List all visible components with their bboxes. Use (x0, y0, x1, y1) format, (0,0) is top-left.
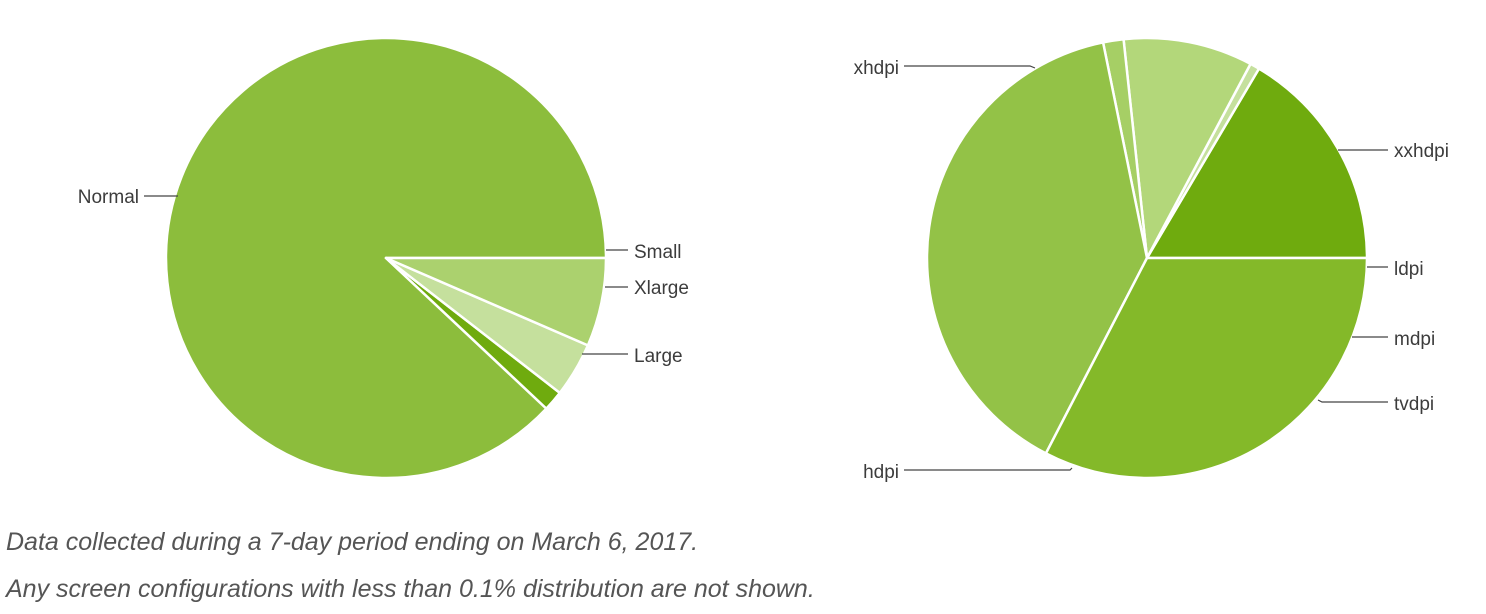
pie-slice-hdpi (925, 41, 1149, 455)
screen-size-pie-chart: Normal Small Xlarge Large (78, 36, 689, 480)
slice-label-small: Small (634, 242, 682, 263)
slice-label-xxhdpi: xxhdpi (1394, 141, 1449, 162)
leader-line-hdpi (904, 467, 1073, 471)
charts-area: Normal Small Xlarge Large xxhdpi ldpi mdpi tvd… (78, 36, 1449, 483)
leader-line-tvdpi (1317, 399, 1388, 403)
leader-line-xhdpi (904, 65, 1036, 69)
pie-slice-mdpi (1122, 36, 1252, 260)
slice-label-hdpi: hdpi (863, 462, 899, 483)
slice-label-large: Large (634, 346, 683, 367)
slice-label-tvdpi: tvdpi (1394, 394, 1434, 415)
pie-slice-xhdpi (1044, 256, 1369, 480)
slice-label-mdpi: mdpi (1394, 329, 1435, 350)
pie-slice-large (384, 256, 608, 347)
slice-label-xlarge: Xlarge (634, 278, 689, 299)
slice-label-normal: Normal (78, 187, 139, 208)
data-collection-note: Data collected during a 7-day period end… (6, 528, 699, 556)
distribution-threshold-note: Any screen configurations with less than… (6, 575, 815, 603)
screen-density-pie-chart: xxhdpi ldpi mdpi tvdpi hdpi xhdpi (854, 36, 1449, 483)
slice-label-xhdpi: xhdpi (854, 58, 899, 79)
slice-label-ldpi: ldpi (1394, 259, 1424, 280)
pie-slice-xxhdpi (1145, 67, 1369, 260)
